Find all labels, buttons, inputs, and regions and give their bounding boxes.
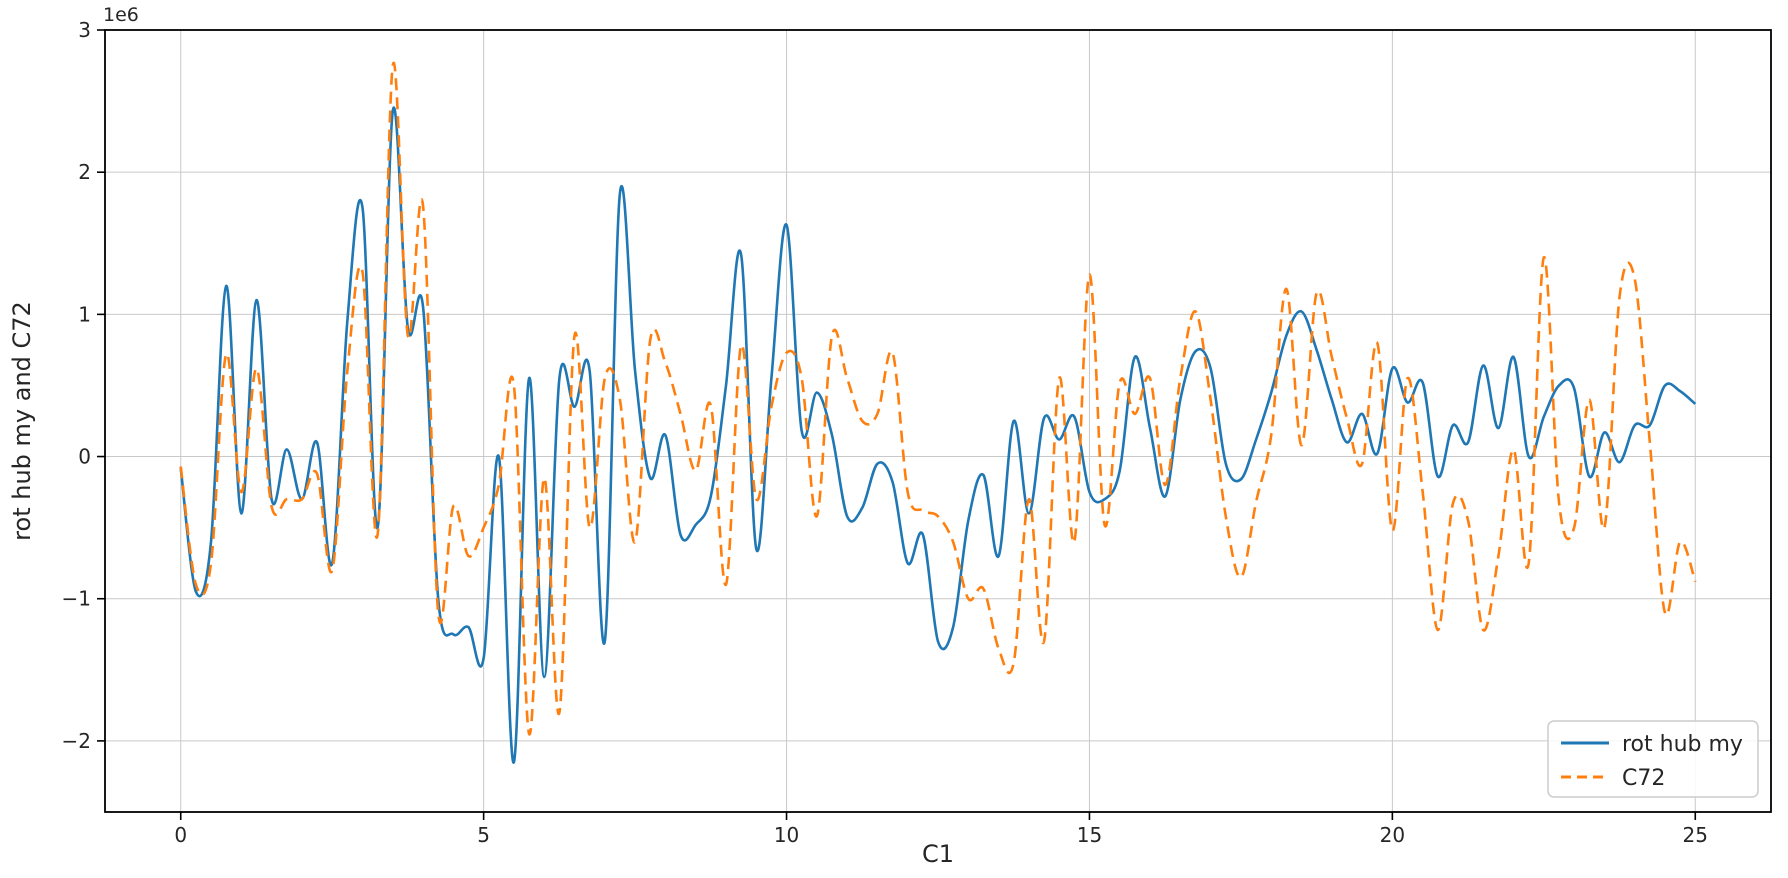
y-tick-label: 1: [78, 302, 91, 326]
legend: rot hub my C72: [1547, 720, 1759, 798]
legend-label-rot-hub-my: rot hub my: [1622, 732, 1743, 757]
x-tick-label: 0: [174, 823, 187, 847]
x-tick-label: 25: [1683, 823, 1708, 847]
y-tick-label: 2: [78, 160, 91, 184]
y-axis-offset-label: 1e6: [103, 4, 139, 26]
tick-layer: 0 5 10 15 20 25 −2 −1 0 1 2 3: [62, 18, 1708, 847]
series-line-c72: [179, 61, 1697, 736]
x-tick-label: 5: [477, 823, 490, 847]
series-line-rot-hub-my: [179, 106, 1697, 764]
x-axis-title: C1: [922, 840, 954, 868]
x-tick-label: 20: [1380, 823, 1405, 847]
y-axis-title: rot hub my and C72: [8, 301, 36, 541]
series-layer: [179, 61, 1697, 764]
y-tick-label: −2: [62, 729, 91, 753]
grid-layer: [105, 29, 1771, 812]
legend-label-c72: C72: [1622, 766, 1665, 791]
x-tick-label: 10: [774, 823, 799, 847]
y-tick-label: 3: [78, 18, 91, 42]
y-tick-label: −1: [62, 587, 91, 611]
axes-frame: [104, 29, 1772, 813]
x-tick-label: 15: [1077, 823, 1102, 847]
y-tick-label: 0: [78, 445, 91, 469]
